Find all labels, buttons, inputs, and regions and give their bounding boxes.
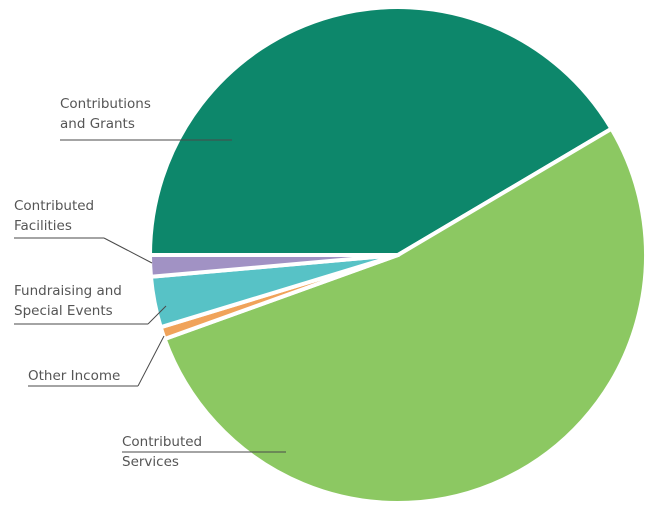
leader-line-contributed-facilities-diag xyxy=(103,237,153,264)
leader-line-other-income-diag xyxy=(137,335,165,387)
leader-lines xyxy=(14,139,286,453)
label-contributed-facilities: Contributed Facilities xyxy=(14,198,94,234)
pie-slices xyxy=(148,5,648,506)
label-contributions-and-grants: Contributions and Grants xyxy=(60,96,151,132)
label-fundraising-and-special-events: Fundraising and Special Events xyxy=(14,283,122,319)
pie-slice-contributions-and-grants xyxy=(148,5,614,257)
category-labels: Contributions and Grants Contributed Servic… xyxy=(14,96,202,470)
leader-line-fundraising-and-special-events-diag xyxy=(147,305,167,325)
pie-slice-contributed-services xyxy=(162,126,648,506)
label-other-income: Other Income xyxy=(28,368,120,384)
pie-slice-contributed-facilities xyxy=(148,253,400,279)
label-contributed-services: Contributed Services xyxy=(122,434,202,470)
